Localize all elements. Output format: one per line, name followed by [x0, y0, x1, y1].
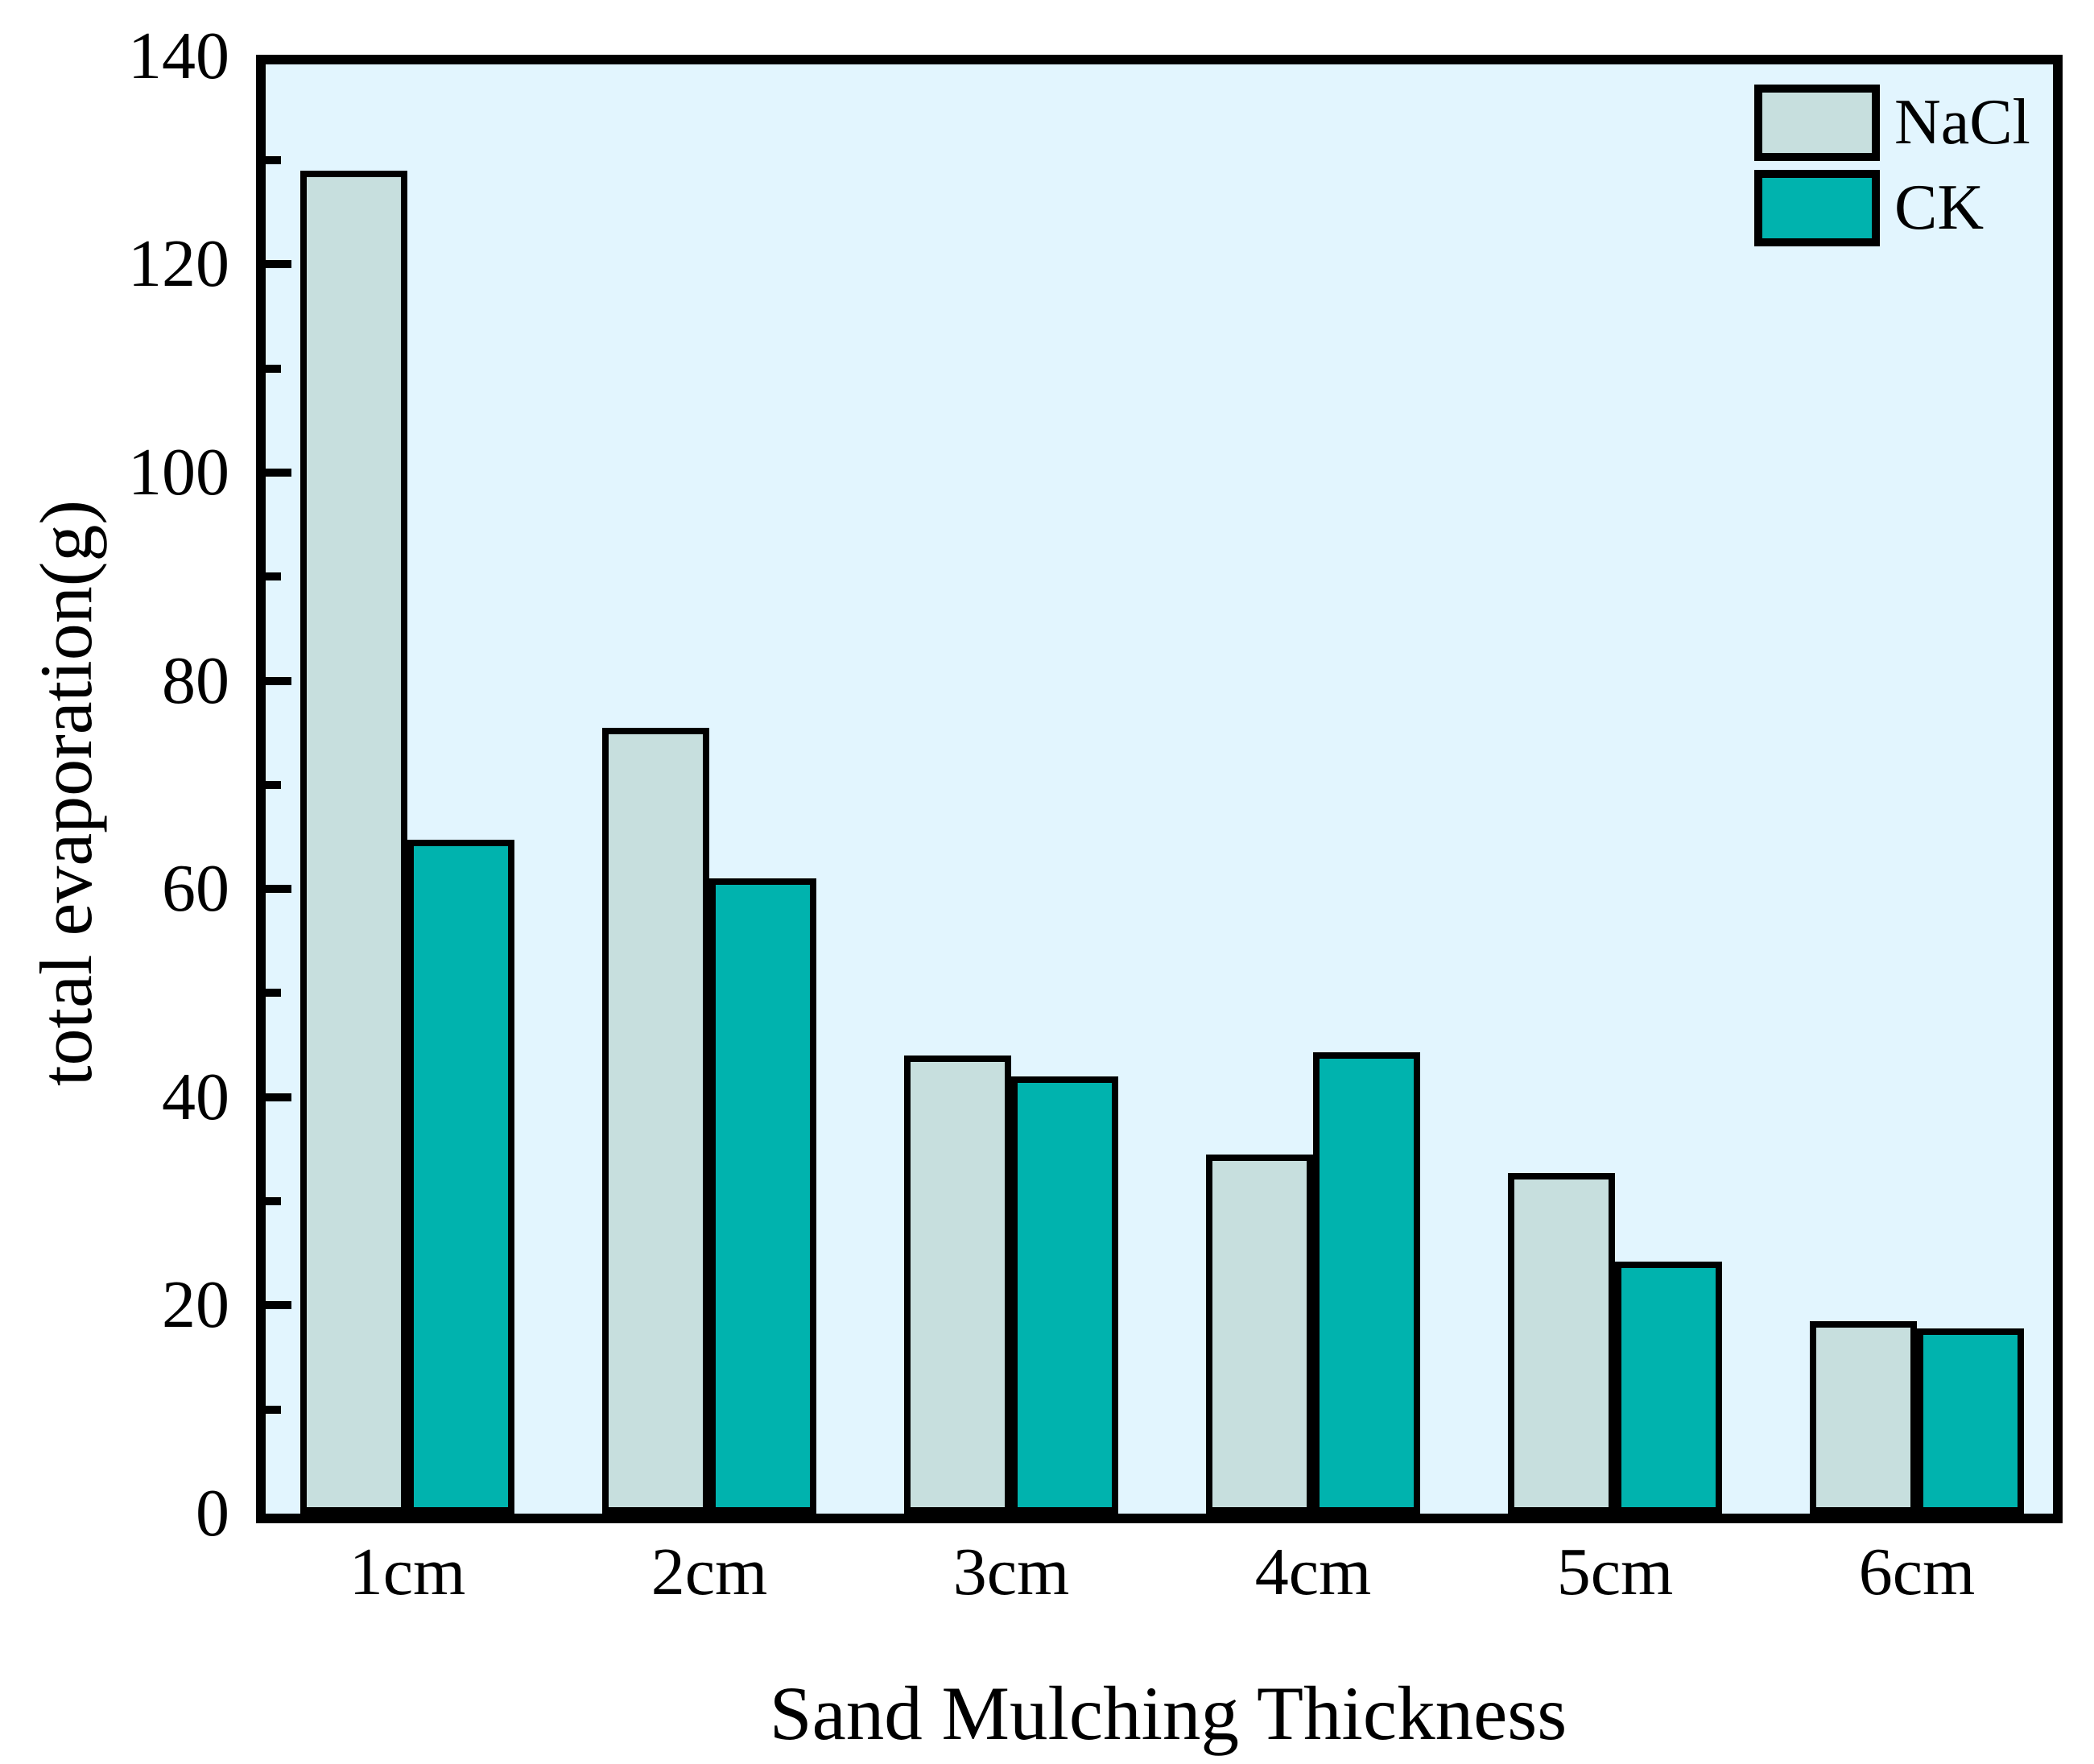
- y-minor-tick: [266, 1197, 281, 1205]
- y-minor-tick: [266, 572, 281, 580]
- x-axis-title: Sand Mulching Thickness: [769, 1671, 1567, 1756]
- y-major-tick: [266, 1301, 291, 1309]
- y-major-tick: [266, 885, 291, 893]
- y-tick-label-0: 0: [196, 1476, 229, 1551]
- bar-ck-6cm: [1917, 1328, 2024, 1514]
- bar-ck-1cm: [407, 840, 514, 1514]
- bar-nacl-5cm: [1508, 1173, 1615, 1514]
- y-axis-title: total evaporation(g): [25, 499, 107, 1087]
- bar-ck-5cm: [1615, 1262, 1722, 1514]
- x-tick-label-2cm: 2cm: [651, 1535, 768, 1609]
- bar-ck-3cm: [1011, 1076, 1118, 1514]
- bar-ck-2cm: [709, 878, 816, 1514]
- x-tick-label-5cm: 5cm: [1556, 1535, 1674, 1609]
- y-minor-tick: [266, 1406, 281, 1414]
- y-major-tick: [266, 260, 291, 268]
- legend-label-nacl: NaCl: [1894, 87, 2030, 158]
- legend-swatch-ck: [1754, 170, 1880, 246]
- y-tick-label-100: 100: [128, 435, 229, 510]
- y-tick-label-80: 80: [162, 643, 229, 718]
- y-minor-tick: [266, 156, 281, 164]
- x-tick-label-6cm: 6cm: [1858, 1535, 1976, 1609]
- x-tick-label-3cm: 3cm: [952, 1535, 1070, 1609]
- bar-nacl-6cm: [1810, 1321, 1917, 1514]
- y-tick-label-20: 20: [162, 1267, 229, 1342]
- y-minor-tick: [266, 365, 281, 373]
- bar-nacl-3cm: [904, 1056, 1011, 1514]
- x-tick-label-1cm: 1cm: [349, 1535, 466, 1609]
- y-major-tick: [266, 469, 291, 477]
- y-major-tick: [266, 677, 291, 685]
- plot-area: NaCl CK: [256, 55, 2063, 1523]
- x-tick-label-4cm: 4cm: [1254, 1535, 1372, 1609]
- bar-nacl-4cm: [1206, 1155, 1313, 1514]
- y-tick-label-140: 140: [128, 19, 229, 93]
- y-tick-label-60: 60: [162, 851, 229, 926]
- y-major-tick: [266, 1093, 291, 1101]
- y-minor-tick: [266, 781, 281, 789]
- bar-nacl-2cm: [602, 728, 709, 1514]
- legend-swatch-nacl: [1754, 85, 1880, 161]
- y-tick-label-40: 40: [162, 1060, 229, 1134]
- y-tick-label-120: 120: [128, 226, 229, 301]
- bar-ck-4cm: [1313, 1052, 1420, 1514]
- bar-nacl-1cm: [300, 171, 407, 1514]
- legend-label-ck: CK: [1894, 172, 1985, 243]
- y-minor-tick: [266, 989, 281, 997]
